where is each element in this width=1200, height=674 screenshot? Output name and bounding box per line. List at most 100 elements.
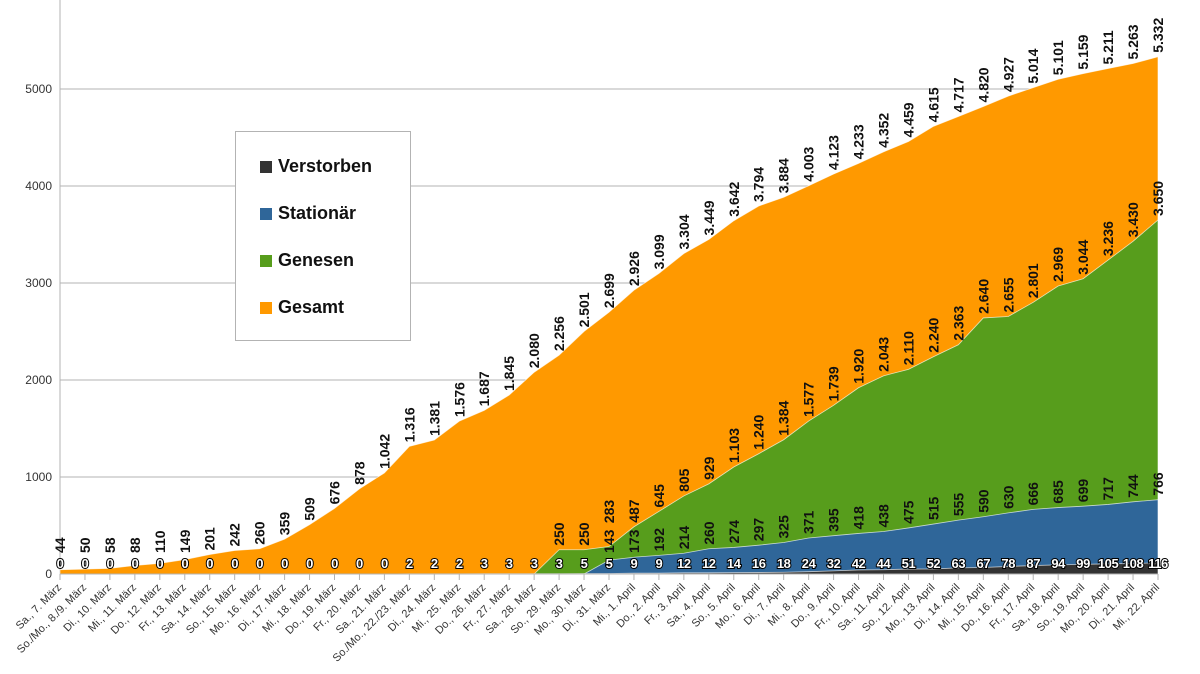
data-label-genesen: 3.650 [1150, 181, 1166, 216]
data-label-verstorben: 2 [431, 556, 438, 571]
data-label-verstorben: 12 [702, 556, 716, 571]
data-label-verstorben: 108 [1123, 556, 1144, 571]
data-label-gesamt: 1.316 [401, 407, 417, 442]
data-label-verstorben: 3 [531, 556, 538, 571]
data-label-stationär: 744 [1125, 474, 1141, 498]
data-label-gesamt: 3.449 [701, 200, 717, 235]
data-label-verstorben: 14 [727, 556, 742, 571]
data-label-gesamt: 4.003 [801, 146, 817, 181]
data-label-stationär: 418 [851, 506, 867, 530]
data-label-gesamt: 3.099 [651, 234, 667, 269]
data-label-gesamt: 2.926 [626, 251, 642, 286]
data-label-gesamt: 260 [252, 521, 268, 545]
data-label-stationär: 192 [651, 528, 667, 552]
legend-swatch [260, 301, 272, 314]
data-label-gesamt: 2.699 [601, 273, 617, 308]
data-label-gesamt: 1.845 [501, 356, 517, 391]
data-label-gesamt: 5.014 [1025, 48, 1041, 83]
area-genesen [533, 219, 1159, 575]
data-label-verstorben: 0 [306, 556, 313, 571]
data-label-gesamt: 4.615 [925, 87, 941, 122]
data-label-gesamt: 509 [302, 497, 318, 521]
y-tick-label: 4000 [25, 179, 52, 193]
data-label-gesamt: 149 [177, 529, 193, 553]
data-label-genesen: 3.044 [1075, 239, 1091, 274]
data-label-gesamt: 3.794 [751, 167, 767, 202]
data-label-genesen: 1.240 [751, 414, 767, 449]
data-label-gesamt: 58 [102, 537, 118, 553]
data-label-verstorben: 0 [256, 556, 263, 571]
data-label-verstorben: 0 [156, 556, 163, 571]
data-label-gesamt: 2.256 [551, 316, 567, 351]
legend-swatch [260, 254, 272, 267]
data-label-stationär: 325 [776, 515, 792, 539]
data-label-stationär: 143 [601, 529, 617, 553]
data-label-stationär: 274 [726, 520, 742, 544]
y-tick-label: 5000 [25, 82, 52, 96]
data-label-stationär: 590 [975, 489, 991, 513]
data-label-stationär: 438 [876, 504, 892, 528]
data-label-gesamt: 3.304 [676, 214, 692, 249]
data-label-gesamt: 4.717 [950, 77, 966, 112]
data-label-verstorben: 52 [927, 556, 941, 571]
data-label-verstorben: 0 [231, 556, 238, 571]
data-label-verstorben: 0 [181, 556, 188, 571]
data-label-verstorben: 16 [752, 556, 766, 571]
data-label-verstorben: 99 [1076, 556, 1090, 571]
data-label-gesamt: 1.576 [451, 382, 467, 417]
data-label-gesamt: 5.159 [1075, 34, 1091, 69]
data-label-gesamt: 201 [202, 527, 218, 551]
data-label-genesen: 3.430 [1125, 202, 1141, 237]
data-label-gesamt: 4.352 [876, 113, 892, 148]
data-label-gesamt: 4.927 [1000, 57, 1016, 92]
data-label-genesen: 487 [626, 499, 642, 523]
legend-item-genesen: Genesen [260, 250, 354, 271]
data-label-stationär: 515 [925, 496, 941, 520]
data-label-genesen: 250 [551, 522, 567, 546]
data-label-genesen: 283 [601, 500, 617, 524]
data-label-verstorben: 51 [902, 556, 916, 571]
data-label-verstorben: 78 [1001, 556, 1015, 571]
chart-legend: Verstorben Stationär Genesen Gesamt [235, 131, 411, 341]
data-label-genesen: 2.969 [1050, 247, 1066, 282]
data-label-gesamt: 676 [327, 481, 343, 505]
data-label-gesamt: 3.884 [776, 158, 792, 193]
data-label-verstorben: 32 [827, 556, 841, 571]
data-label-verstorben: 2 [456, 556, 463, 571]
data-label-stationär: 260 [701, 521, 717, 545]
data-label-verstorben: 0 [381, 556, 388, 571]
data-label-stationär: 717 [1100, 477, 1116, 501]
y-tick-label: 2000 [25, 373, 52, 387]
data-label-gesamt: 1.381 [426, 401, 442, 436]
data-label-stationär: 630 [1000, 485, 1016, 509]
data-label-gesamt: 110 [152, 530, 168, 553]
data-label-stationär: 297 [751, 518, 767, 542]
data-label-stationär: 371 [801, 510, 817, 534]
legend-item-stationaer: Stationär [260, 203, 356, 224]
data-label-genesen: 645 [651, 484, 667, 508]
data-label-gesamt: 1.687 [476, 371, 492, 406]
data-label-verstorben: 0 [331, 556, 338, 571]
data-label-genesen: 2.363 [950, 306, 966, 341]
legend-label: Gesamt [278, 297, 345, 317]
data-label-stationär: 685 [1050, 480, 1066, 504]
data-label-genesen: 1.739 [826, 366, 842, 401]
data-label-genesen: 805 [676, 468, 692, 492]
data-label-stationär: 475 [900, 500, 916, 524]
y-tick-label: 1000 [25, 470, 52, 484]
legend-item-gesamt: Gesamt [260, 297, 344, 318]
data-label-verstorben: 0 [57, 556, 64, 571]
data-label-genesen: 1.577 [801, 382, 817, 417]
data-label-genesen: 1.384 [776, 401, 792, 436]
data-label-gesamt: 1.042 [376, 434, 392, 469]
data-label-gesamt: 4.820 [975, 67, 991, 102]
data-label-genesen: 2.110 [900, 331, 916, 365]
legend-label: Genesen [278, 250, 355, 270]
data-label-verstorben: 105 [1098, 556, 1119, 571]
data-label-verstorben: 0 [281, 556, 288, 571]
data-label-verstorben: 42 [852, 556, 866, 571]
data-label-gesamt: 88 [127, 537, 143, 553]
legend-label: Stationär [278, 203, 357, 223]
data-label-verstorben: 116 [1148, 556, 1168, 571]
